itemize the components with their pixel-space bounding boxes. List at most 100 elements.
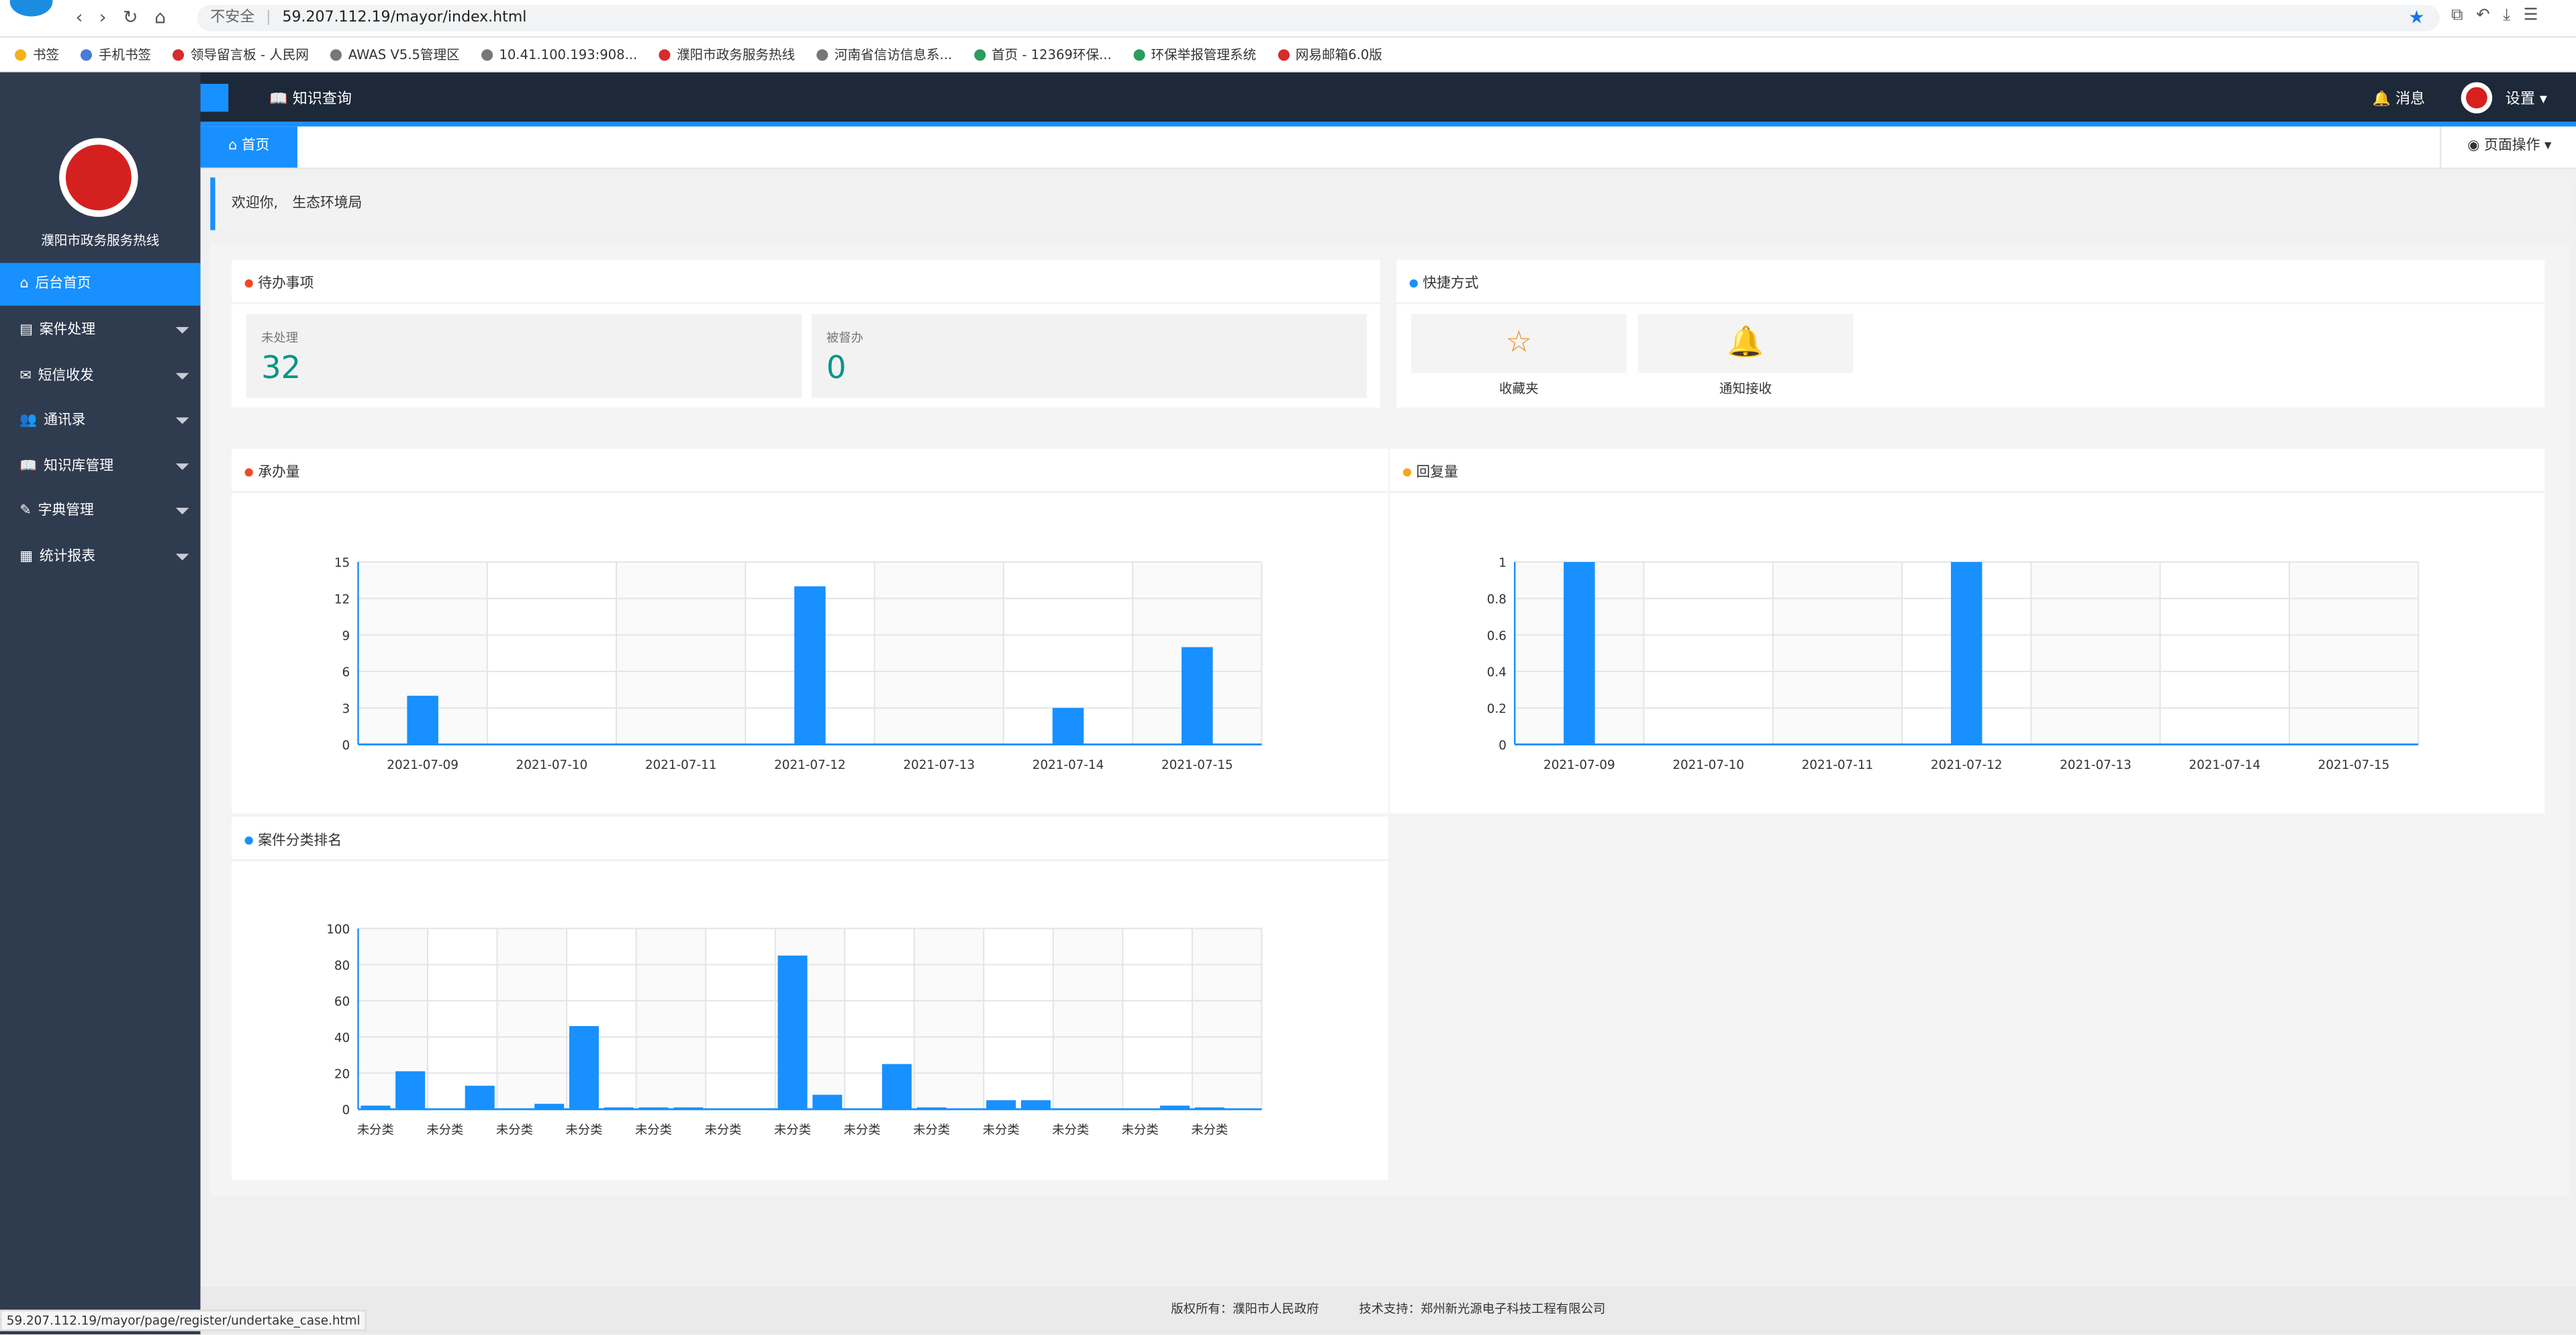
menu-icon: ▦	[19, 548, 34, 565]
bookmark-icon	[172, 48, 185, 60]
star-icon[interactable]: ★	[2408, 6, 2425, 28]
bar	[986, 1100, 1016, 1109]
x-tick-label: 未分类	[983, 1123, 1020, 1137]
bar	[361, 1105, 391, 1109]
copyright: 版权所有：濮阳市人民政府	[1171, 1301, 1319, 1317]
x-tick-label: 2021-07-14	[1033, 758, 1104, 772]
bookmark[interactable]: 书签	[15, 45, 59, 63]
grid-band	[497, 928, 567, 1109]
menu-icon: ⌂	[19, 276, 29, 293]
nav-buttons[interactable]: ‹›↻⌂	[75, 6, 183, 28]
menu-item[interactable]: ✉ 短信收发	[0, 354, 201, 397]
chart-card: 回复量 0 0.2 0.4 0.6 0.8 1 2021-07-09 2021-07-10 202…	[1390, 449, 2545, 814]
bookmark[interactable]: 领导留言板 - 人民网	[172, 45, 309, 63]
logo	[59, 138, 138, 218]
menu-item[interactable]: ✎ 字典管理	[0, 490, 201, 533]
x-tick-label: 未分类	[635, 1123, 672, 1137]
bookmark[interactable]: 首页 - 12369环保...	[973, 45, 1112, 63]
x-tick-label: 未分类	[357, 1123, 394, 1137]
bar	[569, 1025, 599, 1109]
bar	[812, 1095, 843, 1109]
todo-item[interactable]: 被督办 0	[811, 314, 1367, 398]
page-ops[interactable]: ◉ 页面操作 ▾	[2439, 126, 2576, 168]
bar	[465, 1085, 495, 1109]
x-tick-label: 未分类	[774, 1123, 811, 1137]
menu-label: 字典管理	[38, 502, 94, 520]
bookmark-label: 手机书签	[98, 46, 152, 62]
bookmark[interactable]: 手机书签	[80, 45, 152, 63]
chart: 0 0.2 0.4 0.6 0.8 1 2021-07-09 2021-07-10 2021-0…	[1487, 556, 2420, 772]
menu-icon: ▤	[19, 322, 34, 339]
shortcut[interactable]: ☆	[1411, 314, 1627, 373]
bookmark[interactable]: 10.41.100.193:908...	[481, 47, 637, 62]
x-tick-label: 2021-07-12	[774, 758, 846, 772]
grid-band	[2031, 561, 2160, 745]
nav-menu-label: 知识查询	[292, 92, 352, 109]
bookmark[interactable]: 濮阳市政务服务热线	[659, 45, 795, 63]
bar	[881, 1064, 912, 1109]
accent-line	[200, 122, 2576, 127]
shortcut[interactable]: 🔔	[1637, 314, 1854, 373]
toolbar-icons[interactable]: ⧉↶⤓☰	[2451, 6, 2552, 25]
bar	[777, 955, 808, 1109]
x-tick-label: 2021-07-09	[1543, 758, 1615, 772]
address-bar[interactable]: 不安全 | 59.207.112.19/mayor/index.html	[197, 5, 2440, 32]
bookmark-label: 环保举报管理系统	[1151, 46, 1257, 62]
todo-label: 被督办	[826, 330, 863, 345]
chart-title: 回复量	[1402, 462, 1458, 481]
settings[interactable]: 设置 ▾	[2505, 92, 2547, 109]
chart-card: 案件分类排名 0 20 40 60 80 100 未分类 未分类 未分类 未分类 未分类 未分类 未分类 未…	[232, 817, 1388, 1181]
menu-item[interactable]: ▤ 案件处理	[0, 309, 201, 352]
home-tab[interactable]: ⌂ 首页	[200, 126, 297, 168]
menu-item[interactable]: ▦ 统计报表	[0, 535, 201, 578]
menu-icon: ✉	[19, 367, 32, 384]
shortcut-label: 收藏夹	[1498, 381, 1539, 396]
menu-icon: ✎	[19, 502, 32, 520]
y-tick-label: 0	[342, 1103, 350, 1117]
bookmark[interactable]: 网易邮箱6.0版	[1277, 45, 1382, 63]
messages[interactable]: 🔔 消息	[2372, 92, 2426, 109]
title-dot	[244, 835, 253, 844]
dept: 生态环境局	[292, 195, 363, 212]
bookmark-label: 网易邮箱6.0版	[1295, 46, 1382, 62]
bookmark-icon	[816, 48, 828, 60]
shortcut-card: 快捷方式 ☆ 收藏夹 🔔 通知接收	[1396, 259, 2545, 408]
bar	[1159, 1105, 1190, 1109]
menu-item[interactable]: ⌂ 后台首页	[0, 263, 201, 306]
chart-card: 承办量 0 3 6 9 12 15 2021-07-09 2021-07-10 2021-07-1…	[232, 449, 1388, 814]
bookmark[interactable]: 环保举报管理系统	[1133, 45, 1257, 63]
bookmark[interactable]: AWAS V5.5管理区	[330, 45, 460, 63]
menu-icon: 👥	[19, 412, 38, 429]
menu-label: 知识库管理	[44, 457, 114, 474]
menu-item[interactable]: 📖 知识库管理	[0, 445, 201, 488]
browser-logo	[9, 0, 53, 17]
todo-title: 待办事项	[244, 273, 314, 293]
chart-title-text: 承办量	[258, 465, 300, 482]
divider	[232, 859, 1388, 862]
menu-arrow	[175, 553, 189, 560]
nav-menu[interactable]: 📖 知识查询	[269, 92, 352, 109]
y-tick-label: 0	[342, 739, 350, 753]
todo-item[interactable]: 未处理 32	[246, 314, 802, 398]
x-tick-label: 未分类	[426, 1123, 463, 1137]
y-tick-label: 0.2	[1487, 702, 1507, 717]
menu-toggle[interactable]	[200, 83, 229, 112]
x-tick-label: 未分类	[704, 1123, 741, 1137]
top-nav: 📖 知识查询 🔔 消息 设置 ▾	[0, 72, 2576, 124]
footer: 版权所有：濮阳市人民政府 技术支持：郑州新光源电子科技工程有限公司	[200, 1287, 2576, 1335]
support: 技术支持：郑州新光源电子科技工程有限公司	[1359, 1301, 1606, 1317]
chart: 0 3 6 9 12 15 2021-07-09 2021-07-10 2021-07-11 20…	[334, 556, 1263, 772]
bar	[1181, 647, 1213, 745]
grid-band	[1772, 561, 1903, 745]
x-tick-label: 2021-07-12	[1931, 758, 2003, 772]
tab-bar: ⌂ 首页 ◉ 页面操作 ▾	[200, 126, 2576, 170]
menu-item[interactable]: 👥 通讯录	[0, 400, 201, 443]
bookmark-icon	[330, 48, 342, 60]
sidebar-title: 濮阳市政务服务热线	[41, 233, 160, 248]
bookmark-icon	[659, 48, 671, 60]
bookmark[interactable]: 河南省信访信息系...	[816, 45, 952, 63]
menu-label: 短信收发	[38, 367, 94, 384]
bar	[395, 1071, 426, 1109]
y-tick-label: 60	[334, 995, 350, 1009]
todo-value: 32	[261, 350, 301, 387]
